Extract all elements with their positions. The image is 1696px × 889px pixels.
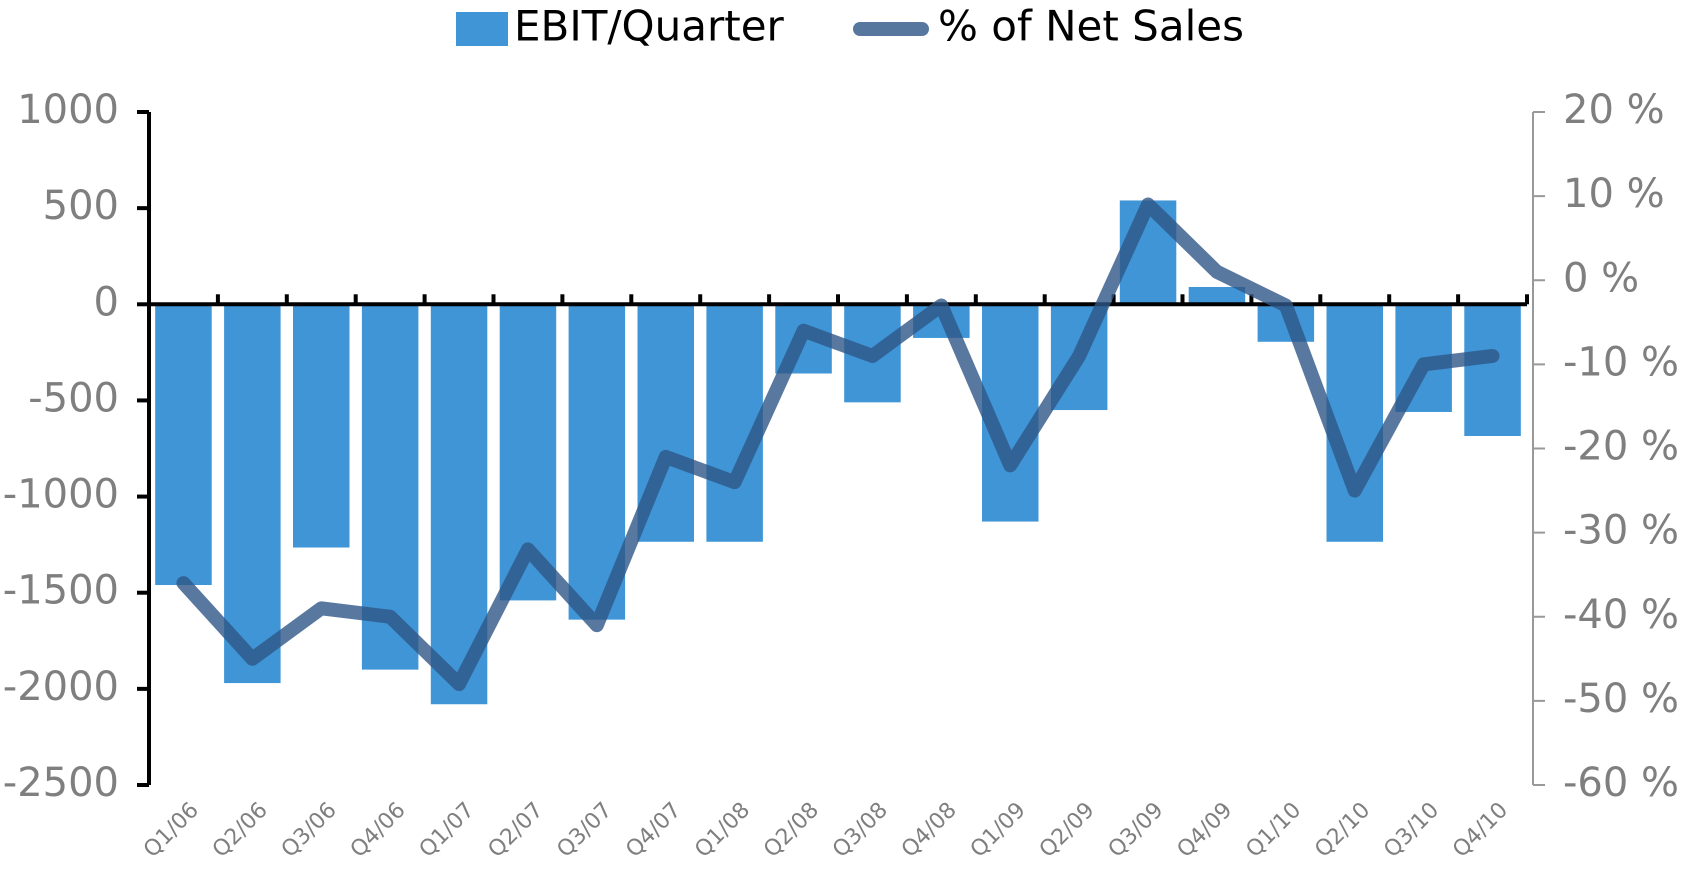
x-tick-label: Q1/09 [966,798,1031,863]
y-tick-label: -500 [28,375,119,421]
y2-tick-label: 0 % [1563,255,1639,301]
x-tick-label: Q3/06 [277,798,342,863]
legend: EBIT/Quarter % of Net Sales [456,2,1244,51]
x-tick-label: Q4/08 [897,798,962,863]
bar [1464,304,1521,437]
y-tick-label: -2000 [3,664,119,710]
bar [706,304,763,542]
legend-swatch [456,12,508,46]
x-tick-label: Q2/07 [484,798,549,863]
x-tick-label: Q3/08 [828,798,893,863]
x-tick-label: Q4/06 [346,798,411,863]
x-tick-label: Q3/10 [1379,798,1444,863]
x-tick-label: Q1/08 [690,798,755,863]
x-tick-label: Q2/09 [1035,798,1100,863]
y2-tick-label: -60 % [1563,760,1679,806]
x-tick-label: Q1/10 [1241,798,1306,863]
x-tick-label: Q4/10 [1448,798,1513,863]
x-tick-label: Q1/06 [139,798,204,863]
bar [1188,286,1246,305]
y-tick-label: -2500 [3,760,119,806]
y-tick-label: 500 [43,183,119,229]
x-tick-label: Q2/08 [759,798,824,863]
x-tick-label: Q4/09 [1173,798,1238,863]
y-tick-label: -1500 [3,568,119,614]
y-tick-label: 1000 [17,87,119,133]
y-tick-label: -1000 [3,472,119,518]
line [176,197,1500,692]
y2-tick-label: 20 % [1563,87,1665,133]
y2-tick-label: -50 % [1563,676,1679,722]
y2-tick-label: -10 % [1563,339,1679,385]
y2-tick-label: 10 % [1563,171,1665,217]
y-tick-label: 0 [94,279,119,325]
y2-tick-label: -30 % [1563,508,1679,554]
y2-tick-label: -40 % [1563,592,1679,638]
x-tick-label: Q3/09 [1104,798,1169,863]
x-tick-label: Q1/07 [415,798,480,863]
x-tick-label: Q2/10 [1310,798,1375,863]
x-tick-label: Q2/06 [208,798,273,863]
bar [155,304,212,586]
bar [224,304,281,684]
bar [293,304,350,548]
y2-tick-label: -20 % [1563,424,1679,470]
x-tick-label: Q3/07 [552,798,617,863]
legend-label: % of Net Sales [938,2,1244,51]
x-tick-label: Q4/07 [621,798,686,863]
legend-label: EBIT/Quarter [514,2,785,51]
